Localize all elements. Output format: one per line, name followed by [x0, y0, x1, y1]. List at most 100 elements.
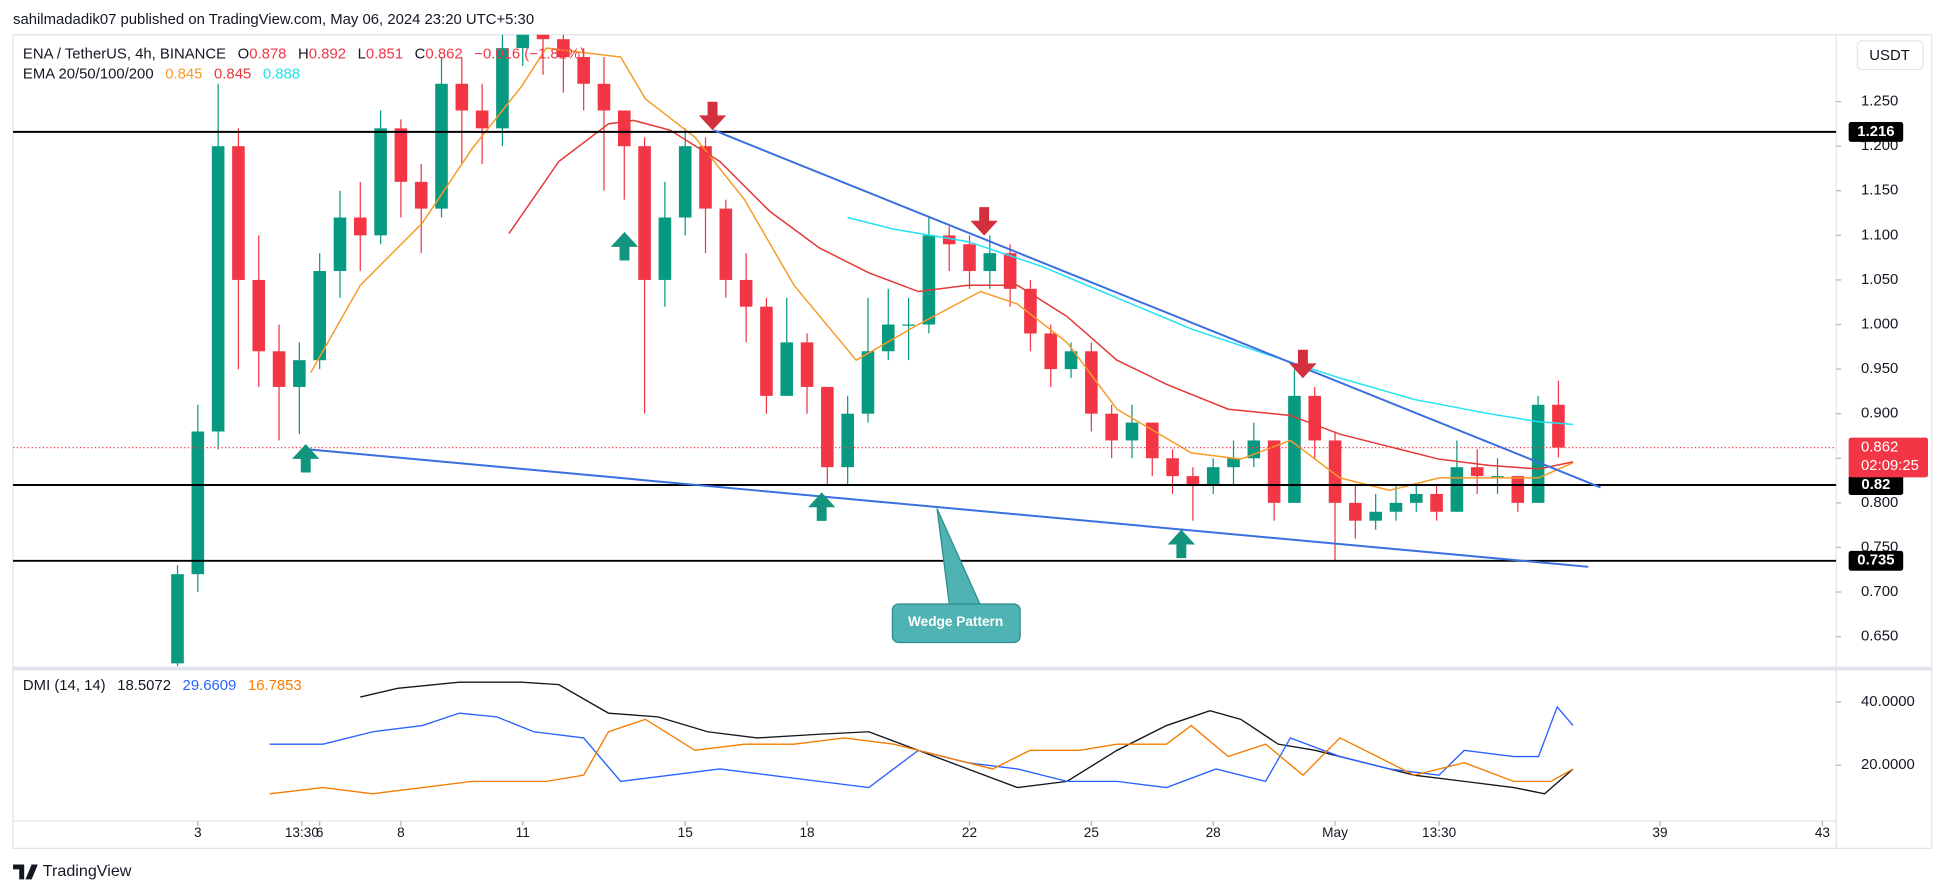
down-arrow: [1289, 349, 1317, 379]
candle-body: [1085, 351, 1098, 414]
ema-line: [508, 119, 1574, 470]
down-arrows: [698, 101, 1317, 379]
y-tick-label: 1.100: [1861, 227, 1898, 243]
x-tick-label: 3: [194, 825, 202, 840]
candle-body: [252, 279, 266, 352]
candle-body: [333, 217, 347, 272]
candle-body: [1470, 467, 1484, 477]
ohlc-label: H: [298, 47, 309, 63]
y-tick-label: 40.0000: [1861, 694, 1915, 710]
candle-body: [881, 324, 895, 352]
ema-legend: EMA 20/50/100/200 0.845 0.845 0.888: [23, 66, 300, 82]
ema-line: [847, 216, 1574, 426]
ema-value: 0.845: [165, 66, 202, 82]
candle-body: [1552, 404, 1565, 448]
candle-body: [1450, 467, 1464, 512]
y-tick-label: 20.0000: [1861, 757, 1915, 773]
axes: 0.6500.7000.7500.8000.8500.9000.9501.000…: [194, 94, 1929, 840]
level-label: 0.735: [1857, 553, 1894, 569]
dmi-value: 29.6609: [183, 678, 237, 694]
candle-body: [1227, 458, 1240, 468]
down-arrow: [698, 101, 727, 131]
ema-value: 0.888: [263, 66, 300, 82]
dmi-line: [269, 718, 1574, 795]
dmi-value: 16.7853: [248, 678, 302, 694]
x-tick-label: 6: [316, 825, 324, 840]
candle-body: [597, 83, 611, 111]
currency-button[interactable]: [1856, 40, 1924, 71]
candle-body: [800, 342, 814, 387]
candle-body: [293, 360, 306, 387]
frame: [12, 34, 1933, 849]
y-tick-label: 0.950: [1861, 361, 1898, 377]
candle-body: [963, 244, 976, 272]
candle-body: [536, 34, 550, 40]
up-arrow: [610, 231, 639, 261]
y-tick-label: 1.000: [1861, 316, 1898, 332]
candle-body: [617, 110, 631, 147]
y-tick-label: 1.250: [1861, 94, 1898, 110]
candle-body: [658, 217, 672, 280]
ohlc-value: 0.878: [249, 47, 286, 63]
drawings: Wedge Pattern: [292, 101, 1601, 644]
x-tick-label: May: [1322, 825, 1348, 840]
candle-body: [171, 574, 184, 664]
countdown-label: 02:09:25: [1861, 458, 1919, 474]
candle-body: [1369, 511, 1382, 521]
candle-body: [1409, 493, 1423, 503]
candle-body: [516, 34, 530, 49]
candle-body: [475, 110, 489, 129]
candle-body: [780, 342, 794, 396]
candle-body: [719, 208, 733, 280]
y-tick-label: 0.900: [1861, 406, 1898, 422]
candle-body: [1308, 395, 1322, 441]
candle-body: [1044, 333, 1058, 370]
y-tick-label: 1.050: [1861, 272, 1898, 288]
x-tick-label: 8: [397, 825, 405, 840]
price-pane: [13, 34, 1837, 667]
candle-body: [699, 146, 712, 209]
dmi-legend: DMI (14, 14) 18.5072 29.6609 16.7853: [23, 678, 302, 694]
ohlc-value: 0.851: [366, 47, 403, 63]
x-tick-label: 18: [799, 825, 814, 840]
candle-body: [638, 146, 651, 280]
dmi-line: [360, 681, 1574, 795]
candle-body: [1105, 413, 1118, 441]
candle-body: [1064, 351, 1078, 370]
candle-body: [272, 351, 286, 387]
ohlc-label: L: [358, 47, 366, 63]
callout-text: Wedge Pattern: [908, 614, 1003, 629]
candle-body: [1206, 467, 1220, 486]
level-label: 1.216: [1857, 124, 1894, 140]
candle-body: [1003, 253, 1017, 289]
lower-trendline: [304, 447, 1589, 568]
publish-header: sahilmadadik07 published on TradingView.…: [13, 12, 534, 28]
candle-body: [1349, 502, 1362, 521]
level-label-bg: [1848, 550, 1904, 571]
candle-body: [1267, 440, 1281, 503]
candle-body: [1125, 422, 1139, 441]
upper-trendline: [713, 129, 1601, 489]
last-price-bg: [1848, 437, 1929, 478]
ohlc-label: C: [415, 47, 426, 63]
change: −0.016 (−1.82%): [474, 47, 585, 63]
candle-body: [1430, 493, 1443, 512]
candle-body: [1531, 404, 1545, 503]
dmi-pane: [269, 681, 1574, 795]
candle-body: [211, 146, 225, 432]
callout-box: [891, 603, 1021, 644]
x-tick-label: 13:30: [285, 825, 320, 840]
candle-body: [455, 83, 469, 111]
x-tick-label: 39: [1652, 825, 1667, 840]
candle-body: [678, 146, 692, 218]
candle-body: [435, 83, 448, 209]
x-tick-label: 11: [516, 825, 530, 840]
candle-body: [1288, 395, 1301, 503]
level-label: 0.82: [1861, 477, 1890, 493]
currency[interactable]: USDT: [1869, 48, 1910, 64]
candle-body: [922, 235, 936, 325]
ema-label: EMA 20/50/100/200: [23, 66, 154, 82]
candle-body: [191, 431, 205, 575]
